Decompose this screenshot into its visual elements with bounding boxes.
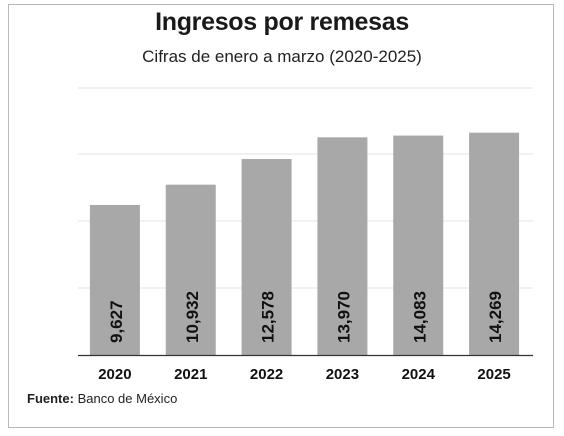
bar-value-label: 9,627: [107, 300, 126, 343]
x-tick-label: 2022: [250, 366, 283, 383]
x-tick-label: 2023: [326, 366, 359, 383]
bar-2021: [165, 184, 216, 355]
bar-value-label: 10,932: [183, 291, 202, 343]
bar-value-label: 14,269: [486, 291, 505, 343]
source-note: Fuente: Banco de México: [27, 391, 177, 406]
bar-2020: [89, 205, 140, 355]
bar-value-label: 12,578: [259, 291, 278, 343]
chart-title: Ingresos por remesas: [155, 8, 409, 36]
bar-value-label: 14,083: [410, 291, 429, 343]
x-tick-label: 2025: [477, 366, 510, 383]
source-label: Fuente:: [27, 391, 74, 406]
chart-subtitle: Cifras de enero a marzo (2020-2025): [142, 47, 422, 66]
bar-value-label: 13,970: [334, 291, 353, 343]
bar-2024: [393, 135, 444, 355]
x-tick-label: 2024: [402, 366, 436, 383]
x-tick-label: 2021: [174, 366, 207, 383]
bar-2025: [469, 132, 520, 355]
x-tick-label: 2020: [98, 366, 131, 383]
bar-2022: [241, 159, 292, 355]
source-text: Banco de México: [77, 391, 178, 406]
bar-2023: [317, 137, 368, 355]
